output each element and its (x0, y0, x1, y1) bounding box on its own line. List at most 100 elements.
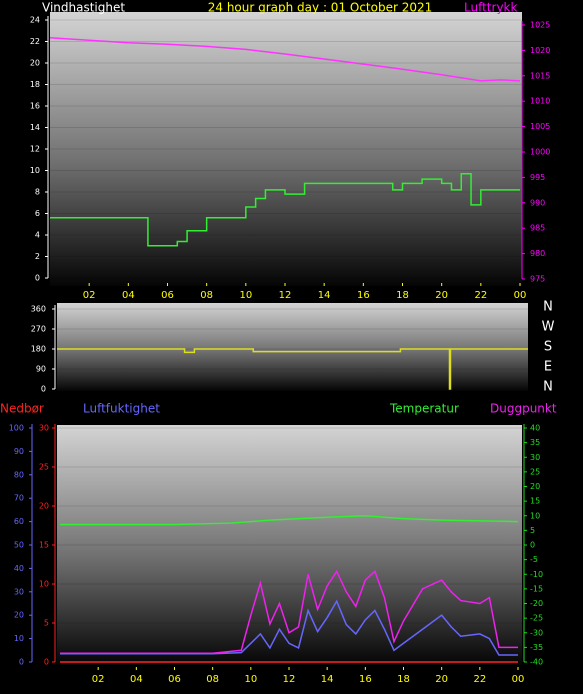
y2-tick-label: -30 (530, 628, 543, 637)
plot-area (50, 12, 522, 286)
y-tick-label: 16 (30, 102, 40, 111)
series-line (49, 36, 521, 82)
x-tick-label: 06 (161, 290, 174, 301)
y2-tick-label: 975 (530, 275, 545, 284)
legend-entry: Duggpunkt (490, 402, 557, 416)
x-tick-label: 20 (435, 674, 448, 685)
y3-tick-label: 0 (19, 658, 24, 667)
x-tick-label: 04 (130, 674, 143, 685)
y-tick-label: 15 (39, 541, 49, 550)
y2-tick-label: 10 (530, 511, 540, 520)
y-tick-label: 25 (39, 463, 49, 472)
y2-tick-label: 15 (530, 497, 540, 506)
y2-tick-label: 995 (530, 173, 545, 182)
x-tick-label: 10 (244, 674, 257, 685)
y2-axis-label: Lufttrykk (464, 1, 517, 15)
y-tick-label: 14 (30, 123, 40, 132)
y-tick-label: 0 (41, 385, 46, 394)
y2-tick-label: 35 (530, 438, 540, 447)
y-tick-label: 2 (35, 252, 40, 261)
chart-title: 24 hour graph day : 01 October 2021 (208, 1, 433, 15)
x-tick-label: 22 (473, 674, 486, 685)
x-tick-label: 20 (435, 290, 448, 301)
y3-tick-label: 90 (14, 447, 24, 456)
series-line (60, 514, 519, 526)
x-tick-label: 10 (239, 290, 252, 301)
y2-tick-label: 5 (530, 526, 535, 535)
x-tick-label: 02 (92, 674, 105, 685)
x-tick-label: 08 (200, 290, 213, 301)
legend-entry: Temperatur (389, 402, 459, 416)
y2-tick-label: N (543, 300, 553, 315)
y-tick-label: 10 (39, 580, 49, 589)
y3-tick-label: 30 (14, 587, 24, 596)
y2-tick-label: 1020 (530, 46, 550, 55)
y2-tick-label: 0 (530, 541, 535, 550)
y2-tick-label: 25 (530, 467, 540, 476)
y3-tick-label: 80 (14, 470, 24, 479)
y2-tick-label: N (543, 380, 553, 395)
series-line (50, 172, 520, 247)
y3-tick-label: 100 (9, 424, 24, 433)
series-line (60, 599, 518, 656)
y2-tick-label: -5 (530, 555, 538, 564)
x-tick-label: 12 (279, 290, 292, 301)
x-tick-label: 08 (206, 674, 219, 685)
y3-tick-label: 20 (14, 611, 24, 620)
y2-tick-label: 1010 (530, 97, 550, 106)
y-tick-label: 24 (30, 16, 40, 25)
y2-tick-label: -35 (530, 643, 543, 652)
y2-tick-label: 1015 (530, 71, 550, 80)
plot-area (57, 425, 522, 665)
y-tick-label: 22 (30, 37, 40, 46)
y-tick-label: 20 (30, 59, 40, 68)
y2-tick-label: -40 (530, 658, 543, 667)
y-tick-label: 18 (30, 80, 40, 89)
x-tick-label: 02 (83, 290, 96, 301)
x-tick-label: 14 (318, 290, 331, 301)
y2-tick-label: 30 (530, 453, 540, 462)
y-tick-label: 5 (44, 619, 49, 628)
y2-tick-label: -15 (530, 584, 543, 593)
y3-tick-label: 40 (14, 564, 24, 573)
x-tick-label: 04 (122, 290, 135, 301)
y3-tick-label: 70 (14, 494, 24, 503)
y-tick-label: 20 (39, 502, 49, 511)
y2-tick-label: -25 (530, 614, 543, 623)
y-tick-label: 270 (31, 325, 46, 334)
y3-tick-label: 50 (14, 541, 24, 550)
x-tick-label: 06 (168, 674, 181, 685)
y3-tick-label: 60 (14, 517, 24, 526)
plot-area (57, 303, 528, 391)
series-line (60, 569, 518, 654)
y2-tick-label: 1000 (530, 148, 550, 157)
y2-tick-label: S (544, 340, 552, 355)
x-tick-label: 00 (514, 290, 527, 301)
y2-tick-label: 980 (530, 249, 545, 258)
y2-tick-label: 20 (530, 482, 540, 491)
y-axis-label: Vindhastighet (42, 1, 125, 15)
x-tick-label: 12 (283, 674, 296, 685)
y-tick-label: 8 (35, 188, 40, 197)
y2-tick-label: 1025 (530, 21, 550, 30)
y-tick-label: 6 (35, 209, 40, 218)
y2-tick-label: W (542, 320, 555, 335)
x-tick-label: 16 (357, 290, 370, 301)
y-tick-label: 10 (30, 166, 40, 175)
x-tick-label: 18 (396, 290, 409, 301)
legend-entry: Luftfuktighet (83, 402, 160, 416)
x-tick-label: 16 (359, 674, 372, 685)
y-tick-label: 12 (30, 145, 40, 154)
y2-tick-label: -10 (530, 570, 543, 579)
y2-tick-label: -20 (530, 599, 543, 608)
y-tick-label: 30 (39, 424, 49, 433)
x-tick-label: 00 (512, 674, 525, 685)
y3-tick-label: 10 (14, 634, 24, 643)
series-line (57, 348, 528, 390)
y-tick-label: 90 (36, 365, 46, 374)
y-tick-label: 0 (44, 658, 49, 667)
x-tick-label: 22 (474, 290, 487, 301)
y-tick-label: 360 (31, 305, 46, 314)
y-tick-label: 0 (35, 274, 40, 283)
